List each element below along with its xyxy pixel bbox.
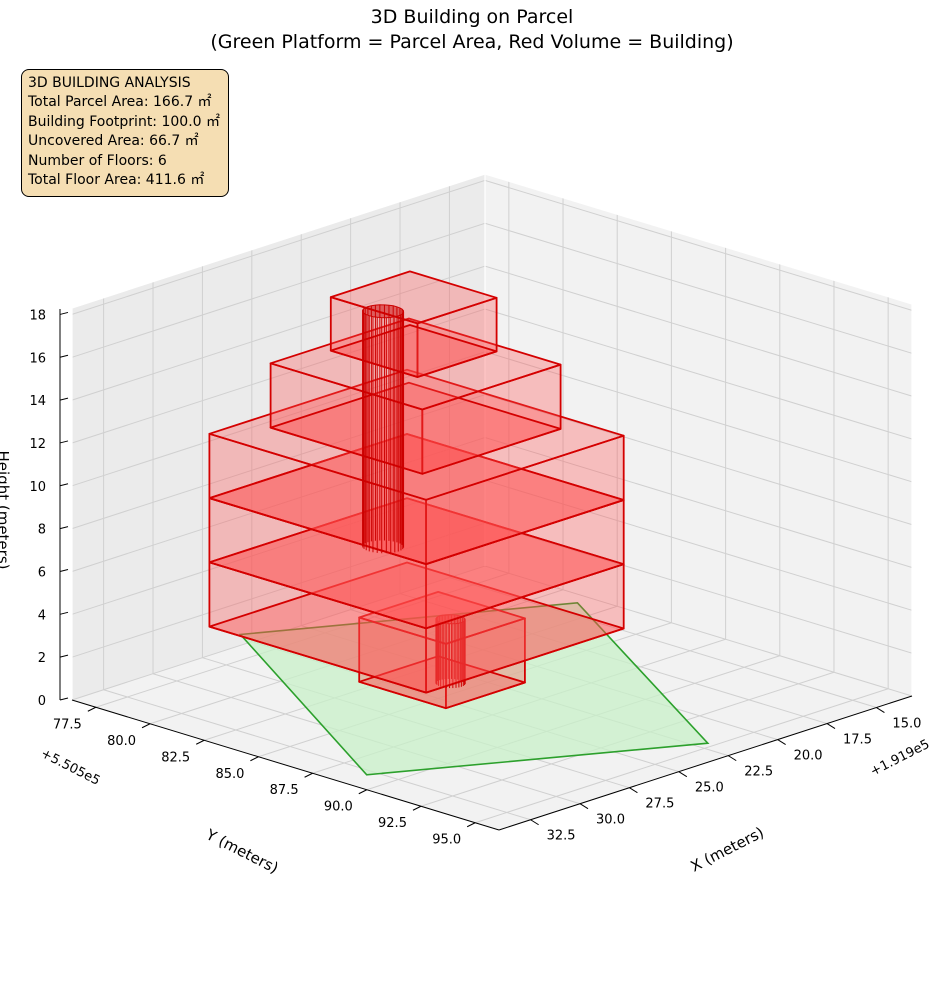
chart-subtitle: (Green Platform = Parcel Area, Red Volum… (210, 31, 734, 53)
x-tick-label: 17.5 (843, 733, 872, 748)
z-tick-label: 10 (29, 480, 46, 495)
y-axis-label: Y (meters) (202, 825, 281, 877)
building-floor-4 (208, 368, 625, 501)
y-tick (358, 789, 368, 795)
y-tick-label: 87.5 (270, 783, 299, 798)
building-floor-6 (329, 324, 498, 378)
x-tick-label: 25.0 (695, 781, 724, 796)
z-tick (59, 654, 69, 658)
x-tick-label: 15.0 (892, 717, 921, 732)
x-axis-line (498, 695, 913, 831)
y-tick (141, 723, 151, 729)
x-tick (579, 803, 589, 810)
building-floor-6 (329, 270, 498, 325)
info-heading: 3D BUILDING ANALYSIS (28, 75, 191, 91)
gridline-x-floor (449, 577, 877, 709)
info-line-floor-area: Total Floor Area: 411.6 ㎡ (28, 172, 205, 189)
y-tick (466, 822, 476, 828)
z-tick (59, 483, 69, 487)
building-floor-2 (208, 561, 625, 694)
core-lower-top (435, 614, 466, 625)
x-tick (727, 755, 737, 762)
x-axis-label: X (meters) (688, 823, 767, 875)
building-floor-3 (208, 497, 625, 630)
z-tick-label: 4 (38, 608, 46, 623)
z-tick-label: 0 (38, 694, 46, 709)
y-tick (87, 706, 97, 712)
y-axis-line (71, 699, 500, 831)
parcel-platform (238, 601, 710, 776)
pane-edge (71, 173, 486, 309)
y-tick (250, 756, 259, 762)
z-tick-label: 14 (29, 394, 46, 409)
y-tick-label: 77.5 (53, 717, 82, 732)
pane-edge (484, 173, 913, 305)
y-tick-label: 85.0 (215, 767, 244, 782)
x-tick-label: 20.0 (794, 749, 823, 764)
z-tick (59, 568, 69, 572)
z-tick-label: 8 (38, 523, 46, 538)
chart-title: 3D Building on Parcel (370, 6, 574, 28)
gridline-x-floor (103, 689, 531, 821)
z-tick (59, 611, 69, 615)
building-floor-4 (208, 433, 625, 565)
x-tick (678, 771, 688, 778)
building-floor-5 (269, 317, 562, 411)
x-tick (530, 819, 539, 826)
y-tick-label: 80.0 (107, 734, 136, 749)
info-line-floors: Number of Floors: 6 (28, 152, 167, 169)
z-tick-label: 2 (38, 651, 46, 666)
z-axis-label: Height (meters) (0, 451, 12, 570)
y-tick (412, 805, 422, 811)
y-offset-label: +5.505e5 (38, 746, 102, 789)
z-tick (59, 354, 69, 358)
z-tick (59, 397, 69, 401)
y-tick (195, 739, 205, 745)
building-floor-1 (358, 655, 526, 710)
x-tick (826, 723, 836, 729)
y-tick (304, 772, 313, 778)
info-line-uncovered: Uncovered Area: 66.7 ㎡ (28, 133, 199, 150)
z-tick-label: 6 (38, 565, 46, 580)
gridline-y-floor (475, 688, 889, 824)
building-analysis-box: 3D BUILDING ANALYSIS Total Parcel Area: … (21, 69, 230, 198)
z-tick (59, 697, 69, 701)
z-tick (59, 440, 69, 444)
x-tick-label: 22.5 (744, 765, 773, 780)
core-upper-top (362, 304, 405, 319)
x-offset-label: +1.919e5 (868, 737, 932, 780)
x-tick-label: 32.5 (547, 829, 576, 844)
y-tick-label: 90.0 (324, 800, 353, 815)
y-tick-label: 82.5 (161, 750, 190, 765)
x-tick (629, 787, 638, 794)
x-tick-label: 30.0 (596, 813, 625, 828)
x-tick (777, 739, 786, 746)
z-tick-label: 12 (29, 437, 46, 452)
y-tick-label: 92.5 (378, 816, 407, 831)
info-line-parcel-area: Total Parcel Area: 166.7 ㎡ (28, 94, 212, 111)
z-tick-label: 18 (29, 308, 46, 323)
z-tick (59, 311, 69, 315)
back-wall-pane-x (485, 174, 912, 696)
building-floor-5 (269, 381, 562, 475)
x-tick (876, 707, 885, 713)
y-tick-label: 95.0 (432, 833, 461, 848)
x-tick-label: 27.5 (645, 797, 674, 812)
info-line-footprint: Building Footprint: 100.0 ㎡ (28, 113, 221, 130)
z-tick-label: 16 (29, 351, 46, 366)
z-tick (59, 526, 69, 530)
